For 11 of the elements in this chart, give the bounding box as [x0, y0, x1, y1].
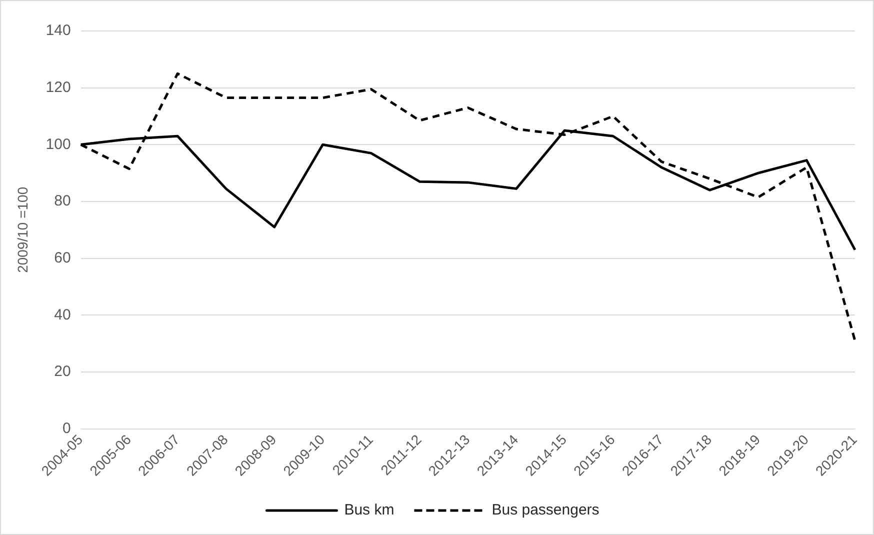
legend-label: Bus km	[344, 502, 394, 519]
y-tick-label: 20	[54, 363, 71, 380]
y-tick-label: 140	[46, 22, 71, 40]
y-tick-label: 120	[46, 78, 71, 96]
y-tick-label: 40	[54, 306, 71, 324]
y-tick-label: 80	[54, 192, 71, 210]
y-axis-title: 2009/10 =100	[14, 186, 30, 273]
y-tick-label: 60	[54, 249, 71, 266]
legend-label: Bus passengers	[492, 502, 600, 519]
y-tick-label: 100	[46, 136, 71, 153]
y-tick-label: 0	[62, 420, 71, 437]
